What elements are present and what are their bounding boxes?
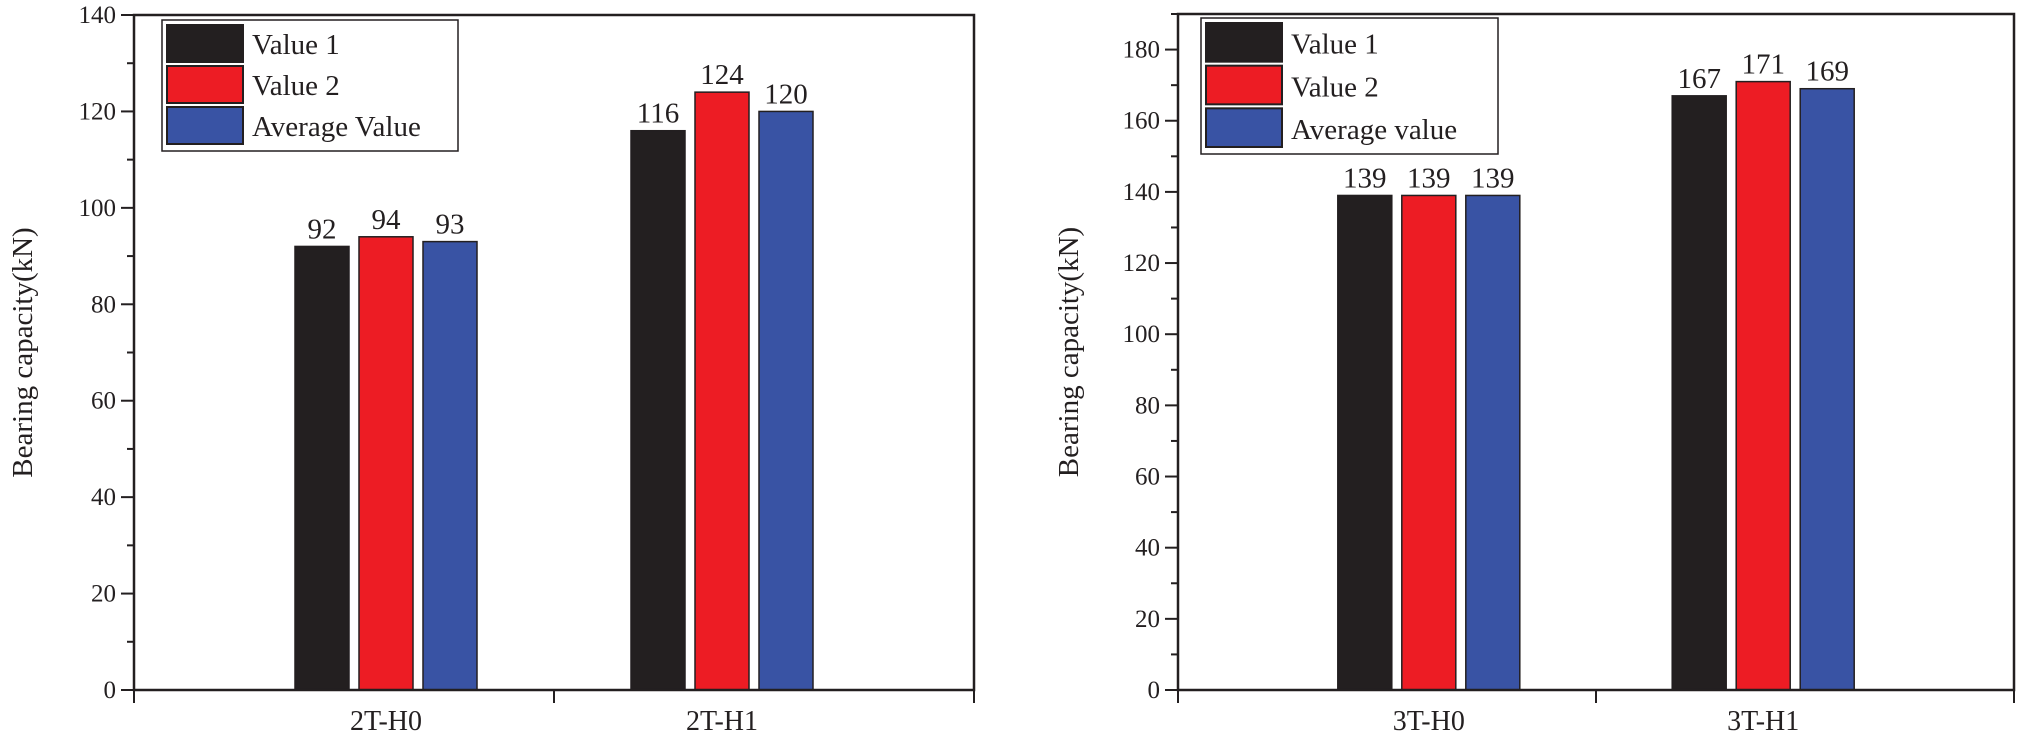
y-axis-title: Bearing capacity(kN) [7,227,39,477]
bar-average-value-3t-h0 [1465,194,1521,691]
legend-label: Value 1 [252,29,340,61]
data-label: 120 [764,78,808,110]
y-tick-label: 160 [1123,108,1161,135]
bar-value-2-3t-h0 [1401,194,1457,691]
data-label: 93 [436,209,465,241]
data-label: 167 [1677,63,1721,95]
x-category-label: 2T-H1 [686,706,758,737]
data-label: 139 [1407,162,1451,194]
bar-value-1-3t-h0 [1337,194,1393,691]
legend-swatch [1205,107,1283,149]
data-label: 92 [308,213,337,245]
y-tick-label: 40 [1135,535,1160,562]
y-tick-label: 60 [1135,464,1160,491]
data-label: 139 [1343,162,1387,194]
right-chart: 139 167 139 171 139 169 0 20 40 60 80 100 120 140 160 1… [1053,12,2016,737]
y-tick-label: 20 [1135,606,1160,633]
legend-label: Average Value [252,111,421,143]
y-tick-label: 100 [79,195,117,222]
bar-value-1-2t-h0 [294,245,350,691]
data-label: 169 [1805,56,1849,88]
y-tick-label: 100 [1123,321,1161,348]
legend-label: Average value [1291,114,1457,146]
bar-average-value-2t-h0 [422,240,478,691]
bar-value-2-2t-h0 [358,236,414,691]
y-tick-label: 80 [91,291,116,318]
legend: Value 1 Value 2 Average Value [161,19,459,152]
legend-swatch [166,65,244,104]
bar-value-1-2t-h1 [630,129,686,691]
legend-swatch [166,24,244,63]
y-axis-title: Bearing capacity(kN) [1053,227,1085,477]
x-category-label: 3T-H0 [1393,706,1465,737]
bar-average-value-3t-h1 [1799,87,1855,691]
data-label: 171 [1741,49,1785,81]
x-category-label: 2T-H0 [350,706,422,737]
data-label: 139 [1471,162,1515,194]
y-tick-label: 0 [104,677,117,704]
legend-label: Value 2 [252,70,340,102]
y-tick-label: 0 [1148,677,1161,704]
data-label: 116 [637,98,679,130]
y-tick-label: 140 [79,2,117,29]
bar-value-1-3t-h1 [1671,95,1727,691]
y-tick-label: 120 [1123,250,1161,277]
legend-label: Value 1 [1291,29,1379,61]
legend-swatch [1205,64,1283,106]
left-chart: 92 116 94 124 93 120 0 20 40 60 80 100 120 140 2T-H0 2T… [7,2,976,737]
legend-label: Value 2 [1291,71,1379,103]
y-tick-label: 60 [91,388,116,415]
y-tick-label: 180 [1123,37,1161,64]
y-tick-label: 40 [91,484,116,511]
bar-average-value-2t-h1 [758,110,814,691]
y-tick-label: 140 [1123,179,1161,206]
y-tick-label: 120 [79,98,117,125]
legend-swatch [1205,22,1283,63]
bar-value-2-3t-h1 [1735,80,1791,691]
data-label: 94 [372,204,402,236]
data-label: 124 [700,59,744,91]
legend-swatch [166,106,244,145]
bar-value-2-2t-h1 [694,91,750,691]
y-tick-label: 80 [1135,392,1160,419]
legend: Value 1 Value 2 Average value [1200,17,1499,155]
y-tick-label: 20 [91,581,116,608]
x-category-label: 3T-H1 [1727,706,1799,737]
